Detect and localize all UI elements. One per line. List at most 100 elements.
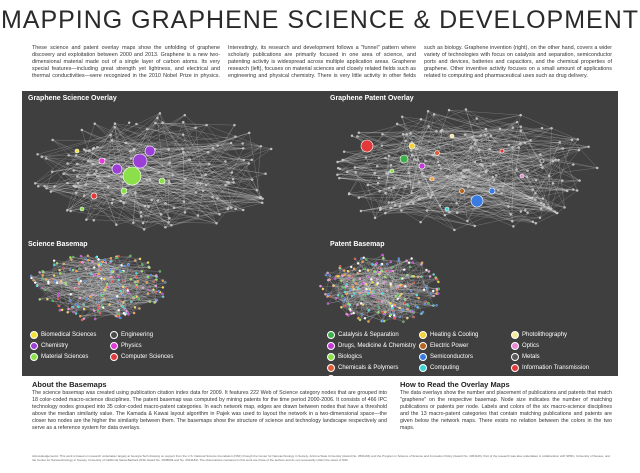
patent-overlay-edge [485, 135, 494, 178]
patent-legend-item: Semiconductors [419, 353, 473, 361]
science-overlay-node [194, 191, 198, 194]
patent-overlay-edge [337, 165, 483, 175]
patent-overlay-node [471, 136, 474, 139]
patent-basemap-node [319, 284, 322, 288]
patent-basemap-edge [411, 258, 422, 265]
patent-basemap-edge [371, 295, 383, 313]
science-overlay-edge [165, 146, 262, 228]
patent-overlay-node [561, 179, 564, 182]
patent-basemap-node [373, 270, 376, 273]
science-overlay-node [195, 181, 199, 184]
patent-overlay-node [551, 159, 555, 163]
patent-overlay-edge [510, 199, 536, 215]
science-basemap-edge [118, 256, 127, 312]
science-overlay-edge [63, 173, 109, 177]
patent-basemap-node [368, 288, 371, 291]
science-overlay-node [161, 121, 164, 124]
patent-basemap-node [327, 293, 330, 296]
patent-basemap-edge [333, 283, 365, 286]
patent-overlay-node [563, 206, 566, 209]
science-overlay-edge [197, 190, 204, 216]
science-overlay-node [96, 175, 99, 178]
patent-basemap-node [390, 276, 393, 279]
patent-overlay-edge [377, 164, 391, 167]
science-overlay-edge [89, 121, 184, 151]
patent-overlay-edge [419, 163, 494, 200]
science-basemap-node [119, 289, 122, 293]
science-basemap-node [154, 300, 157, 303]
patent-basemap-node [424, 300, 427, 304]
patent-basemap-edge [364, 268, 374, 292]
science-basemap-node [98, 312, 102, 315]
science-basemap-node [121, 270, 124, 274]
science-overlay-edge [89, 150, 253, 180]
science-basemap-node [147, 288, 151, 292]
science-overlay-node [255, 188, 259, 192]
science-basemap-node [78, 260, 82, 264]
science-overlay-node [40, 155, 43, 159]
patent-overlay-edge [367, 150, 511, 215]
science-overlay-node [164, 202, 167, 205]
patent-overlay-node [366, 183, 369, 187]
patent-overlay-edge [449, 109, 521, 116]
science-overlay-node [75, 162, 79, 166]
patent-basemap-node [436, 292, 440, 295]
science-overlay-node [233, 123, 236, 127]
patent-overlay-node [473, 142, 477, 145]
patent-basemap-node [347, 302, 351, 306]
patent-basemap-edge [329, 279, 351, 306]
science-basemap-node [126, 289, 130, 292]
patent-overlay-node [345, 170, 349, 174]
science-basemap-edge [44, 289, 161, 293]
patent-basemap-node [328, 295, 332, 298]
patent-overlay-node [477, 174, 481, 177]
patent-basemap-node [386, 289, 389, 292]
patent-overlay-node [497, 189, 500, 192]
science-overlay-edge [63, 148, 94, 174]
patent-overlay-edge [413, 146, 543, 168]
science-overlay-edge [233, 182, 263, 199]
science-basemap-edge [118, 276, 158, 301]
science-basemap-node [34, 281, 37, 284]
patent-legend-label: Catalysis & Separation [338, 332, 399, 338]
science-basemap-node [100, 277, 103, 280]
science-overlay-node [65, 209, 69, 212]
science-legend-label: Chemistry [41, 343, 69, 349]
science-overlay-edge [104, 159, 263, 203]
science-basemap-edge [54, 264, 99, 306]
patent-overlay-node [557, 158, 560, 162]
patent-basemap-node [381, 292, 384, 295]
patent-overlay-edge [357, 119, 422, 137]
science-basemap-node [68, 268, 72, 271]
science-basemap-node [130, 300, 133, 303]
science-overlay-edge [73, 170, 263, 199]
patent-overlay-node [406, 202, 409, 206]
basemaps-text: The science basemap was created using pu… [32, 390, 387, 431]
science-basemap-node [154, 284, 158, 288]
science-overlay-edge [108, 159, 190, 177]
science-basemap-node [129, 277, 132, 281]
science-basemap-edge [118, 306, 123, 315]
patent-overlay-edge [520, 130, 550, 177]
patent-overlay-node [341, 158, 344, 162]
patent-basemap-node [356, 262, 360, 265]
patent-basemap-node [327, 278, 330, 282]
science-legend-item: Engineering [110, 331, 153, 339]
science-overlay-node [211, 196, 214, 199]
patent-basemap-edge [398, 258, 417, 307]
science-basemap-edge [135, 260, 158, 301]
science-basemap-node [155, 298, 159, 302]
patent-overlay-node [439, 167, 443, 170]
science-basemap-node [158, 270, 162, 273]
science-basemap-node [103, 288, 106, 292]
patent-basemap-node [428, 275, 432, 278]
patent-legend-item: Chemicals & Polymers [327, 364, 398, 372]
science-basemap-edge [80, 255, 134, 299]
patent-overlay-node [471, 186, 475, 189]
patent-overlay-bubble [429, 176, 435, 182]
patent-basemap-edge [352, 286, 359, 319]
patent-overlay-node [336, 160, 339, 164]
science-overlay-edge [130, 158, 244, 211]
science-overlay-node [167, 148, 170, 151]
patent-overlay-node [524, 209, 527, 212]
